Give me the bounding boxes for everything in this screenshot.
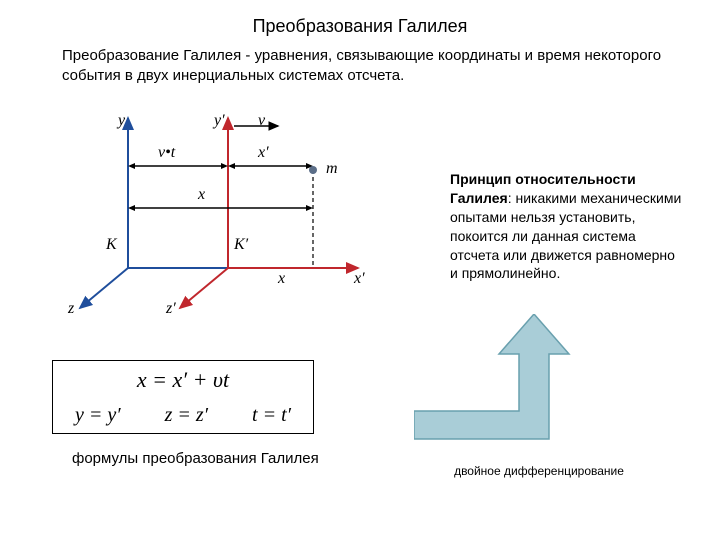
axis-label-x-prime: x′ [354, 270, 365, 288]
formula-y: y = y′ [75, 404, 121, 427]
formula-row-2: y = y′ z = z′ t = t′ [53, 404, 313, 427]
label-x: x [198, 186, 205, 204]
label-K: K [106, 236, 117, 254]
label-m: m [326, 160, 338, 178]
formula-box: x = x′ + υt y = y′ z = z′ t = t′ [52, 360, 314, 434]
coordinate-diagram: y y′ v⃗ v•t x′ m x K K′ x x′ z z′ [58, 108, 378, 318]
bent-arrow-svg [414, 314, 614, 464]
label-vt: v•t [158, 144, 175, 162]
bent-arrow [414, 314, 614, 454]
axis-label-z-prime: z′ [166, 300, 176, 318]
label-y-prime: y′ [214, 112, 225, 130]
formula-row-1: x = x′ + υt [53, 367, 313, 393]
label-x-prime: x′ [258, 144, 269, 162]
diagram-svg [58, 108, 378, 318]
formula-t: t = t′ [252, 404, 291, 427]
label-y: y [118, 112, 125, 130]
definition-text: Преобразование Галилея - уравнения, связ… [62, 46, 662, 85]
label-K-prime: K′ [234, 236, 248, 254]
arrow-caption: двойное дифференцирование [454, 464, 624, 478]
axis-label-z: z [68, 300, 74, 318]
formula-z: z = z′ [165, 404, 208, 427]
axis-label-x: x [278, 270, 285, 288]
page-title: Преобразования Галилея [0, 16, 720, 37]
label-v-vector: v⃗ [258, 112, 278, 130]
formula-caption: формулы преобразования Галилея [72, 450, 319, 467]
relativity-principle: Принцип относительности Галилея: никаким… [450, 170, 685, 283]
page-root: Преобразования Галилея Преобразование Га… [0, 0, 720, 540]
